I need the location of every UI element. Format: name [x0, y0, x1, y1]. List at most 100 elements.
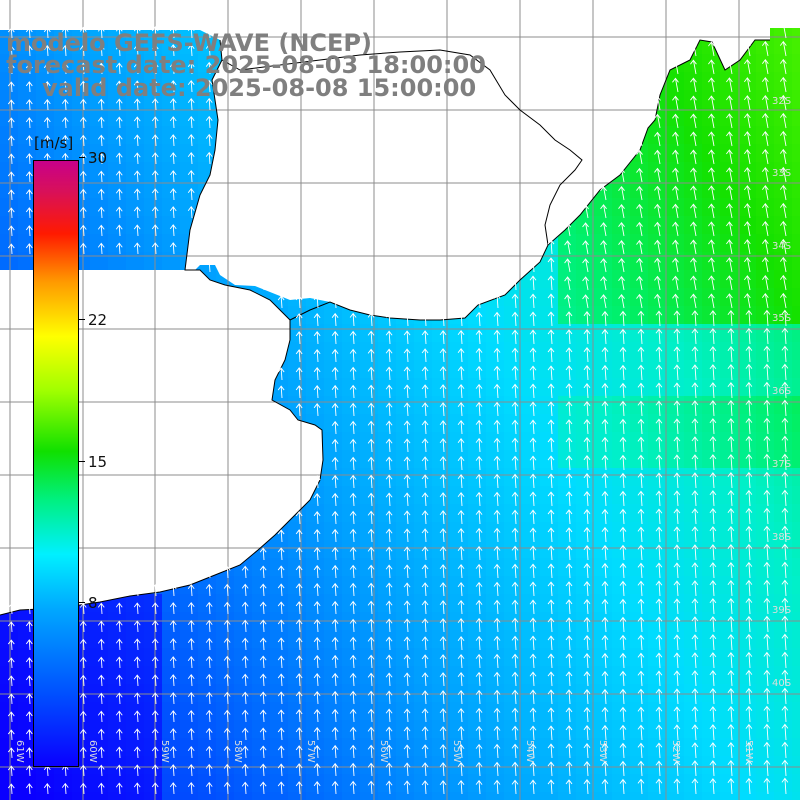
wind-arrow [690, 131, 697, 147]
wind-arrow [779, 112, 787, 129]
field-cell [774, 306, 793, 325]
field-cell [540, 306, 559, 325]
wind-arrow [493, 347, 501, 363]
field-cell [630, 756, 649, 775]
field-cell [720, 576, 739, 595]
wind-arrow [691, 544, 699, 561]
wind-arrow [133, 656, 141, 669]
field-cell [198, 108, 217, 127]
field-cell [180, 126, 199, 145]
field-cell [792, 90, 800, 109]
wind-arrow [97, 764, 105, 777]
field-cell [684, 234, 703, 253]
field-cell [162, 180, 181, 199]
field-cell [774, 486, 793, 505]
wind-arrow [403, 456, 411, 471]
wind-arrow [547, 653, 555, 669]
field-cell [774, 180, 793, 199]
wind-arrow [187, 619, 195, 633]
field-cell [504, 774, 523, 793]
wind-arrow [654, 257, 661, 273]
field-cell [774, 36, 793, 55]
wind-arrow [115, 152, 123, 165]
field-cell [720, 342, 739, 361]
field-cell [468, 432, 487, 451]
wind-arrow [637, 580, 645, 597]
wind-arrow [259, 601, 267, 615]
wind-arrow [619, 544, 627, 561]
wind-arrow [259, 637, 267, 651]
field-cell [108, 720, 127, 739]
field-cell [684, 522, 703, 541]
field-cell [774, 720, 793, 739]
wind-arrow [295, 403, 303, 417]
wind-arrow [511, 617, 519, 633]
field-cell [162, 792, 181, 800]
field-cell [648, 576, 667, 595]
wind-arrow [385, 654, 393, 669]
field-cell [630, 306, 649, 325]
wind-arrow [421, 600, 429, 615]
wind-arrow [779, 166, 787, 183]
field-cell [720, 594, 739, 613]
field-cell [612, 252, 631, 271]
field-cell [756, 594, 775, 613]
field-cell [612, 234, 631, 253]
wind-arrow [295, 745, 303, 759]
field-cell [270, 756, 289, 775]
field-cell [594, 378, 613, 397]
field-cell [90, 216, 109, 235]
wind-arrow [779, 220, 787, 237]
field-cell [648, 432, 667, 451]
field-cell [126, 144, 145, 163]
wind-arrow [727, 399, 735, 417]
wind-arrow [169, 674, 177, 687]
wind-arrow [511, 509, 519, 525]
field-cell [702, 738, 721, 757]
wind-arrow [709, 328, 717, 345]
wind-arrow [511, 743, 519, 759]
wind-arrow [187, 763, 195, 777]
wind-arrow [421, 780, 429, 795]
wind-arrow [781, 399, 789, 417]
field-cell [612, 360, 631, 379]
wind-arrow [133, 152, 141, 165]
field-cell [756, 468, 775, 487]
field-cell [792, 468, 800, 487]
field-cell [558, 558, 577, 577]
wind-arrow [151, 242, 159, 255]
wind-arrow [403, 672, 411, 687]
wind-arrow [205, 619, 213, 633]
field-cell [648, 702, 667, 721]
field-cell [468, 414, 487, 433]
wind-arrow [151, 746, 159, 759]
field-cell [486, 774, 505, 793]
wind-arrow [61, 44, 69, 57]
wind-arrow [779, 292, 787, 309]
wind-arrow [187, 115, 195, 129]
field-cell [468, 630, 487, 649]
wind-arrow [457, 473, 465, 489]
wind-arrow [745, 489, 753, 507]
wind-arrow [151, 152, 159, 165]
wind-arrow [564, 222, 571, 237]
field-cell [180, 738, 199, 757]
field-cell [540, 486, 559, 505]
field-cell [468, 558, 487, 577]
wind-arrow [511, 437, 519, 453]
wind-arrow [690, 149, 697, 165]
wind-arrow [583, 743, 591, 759]
wind-arrow [636, 185, 643, 201]
field-cell [630, 414, 649, 433]
wind-arrow [475, 365, 483, 381]
wind-arrow [79, 764, 87, 777]
field-cell [666, 540, 685, 559]
field-cell [720, 558, 739, 577]
wind-arrow [133, 116, 141, 129]
field-cell [648, 522, 667, 541]
wind-arrow [726, 95, 733, 111]
field-cell [648, 540, 667, 559]
wind-arrow [349, 510, 357, 525]
wind-arrow [115, 170, 123, 183]
wind-arrow [439, 744, 447, 759]
